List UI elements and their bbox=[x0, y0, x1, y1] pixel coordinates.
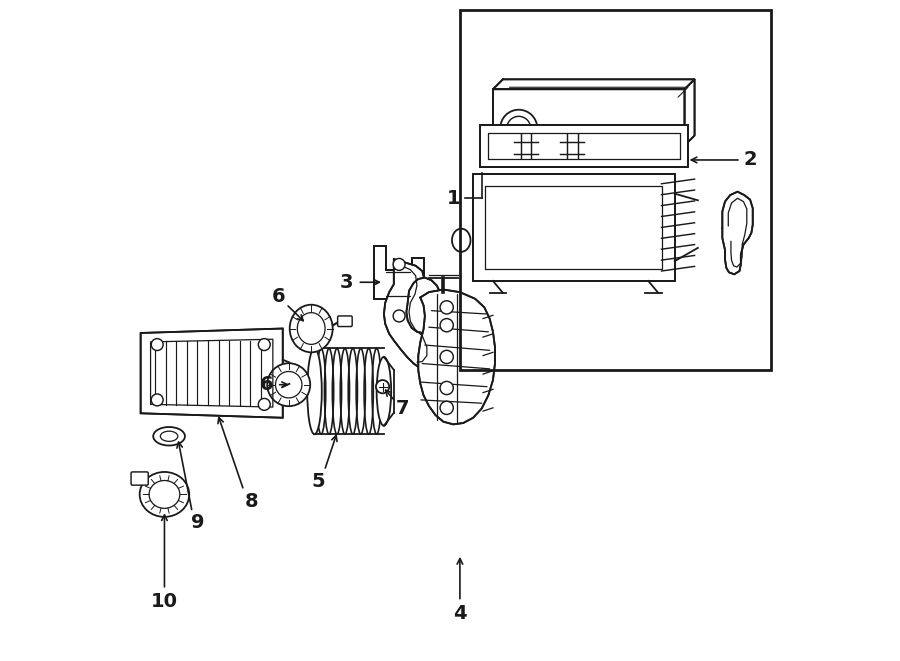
Text: 8: 8 bbox=[245, 492, 258, 510]
Polygon shape bbox=[723, 192, 752, 274]
Ellipse shape bbox=[290, 305, 333, 352]
Polygon shape bbox=[493, 79, 695, 89]
FancyBboxPatch shape bbox=[131, 472, 149, 485]
Text: 7: 7 bbox=[396, 399, 410, 418]
Polygon shape bbox=[480, 125, 688, 167]
Text: 4: 4 bbox=[453, 604, 467, 623]
Text: 10: 10 bbox=[151, 592, 178, 611]
Polygon shape bbox=[493, 89, 685, 145]
Circle shape bbox=[440, 401, 454, 414]
Circle shape bbox=[393, 258, 405, 270]
Polygon shape bbox=[418, 290, 495, 424]
Ellipse shape bbox=[376, 380, 389, 393]
Ellipse shape bbox=[376, 357, 392, 426]
Circle shape bbox=[393, 310, 405, 322]
Circle shape bbox=[151, 338, 163, 350]
Text: 6: 6 bbox=[271, 287, 285, 305]
Text: 2: 2 bbox=[744, 151, 758, 169]
Bar bbox=[460, 10, 770, 370]
Circle shape bbox=[440, 381, 454, 395]
Circle shape bbox=[440, 301, 454, 314]
Ellipse shape bbox=[307, 348, 322, 434]
FancyBboxPatch shape bbox=[338, 316, 352, 327]
Text: 1: 1 bbox=[446, 189, 460, 208]
Polygon shape bbox=[374, 246, 424, 324]
Circle shape bbox=[258, 338, 270, 350]
Ellipse shape bbox=[267, 364, 310, 406]
Circle shape bbox=[151, 394, 163, 406]
Circle shape bbox=[500, 110, 537, 147]
Circle shape bbox=[440, 319, 454, 332]
Ellipse shape bbox=[153, 427, 184, 446]
Text: 5: 5 bbox=[311, 472, 325, 490]
Circle shape bbox=[258, 399, 270, 410]
Text: 6: 6 bbox=[259, 375, 273, 394]
Ellipse shape bbox=[452, 229, 471, 252]
Polygon shape bbox=[685, 79, 695, 145]
Polygon shape bbox=[384, 259, 436, 367]
Circle shape bbox=[440, 350, 454, 364]
Polygon shape bbox=[407, 278, 442, 333]
Text: 3: 3 bbox=[339, 273, 353, 292]
Text: 9: 9 bbox=[191, 513, 204, 531]
Polygon shape bbox=[473, 174, 675, 281]
Ellipse shape bbox=[140, 472, 189, 517]
Polygon shape bbox=[140, 329, 283, 418]
